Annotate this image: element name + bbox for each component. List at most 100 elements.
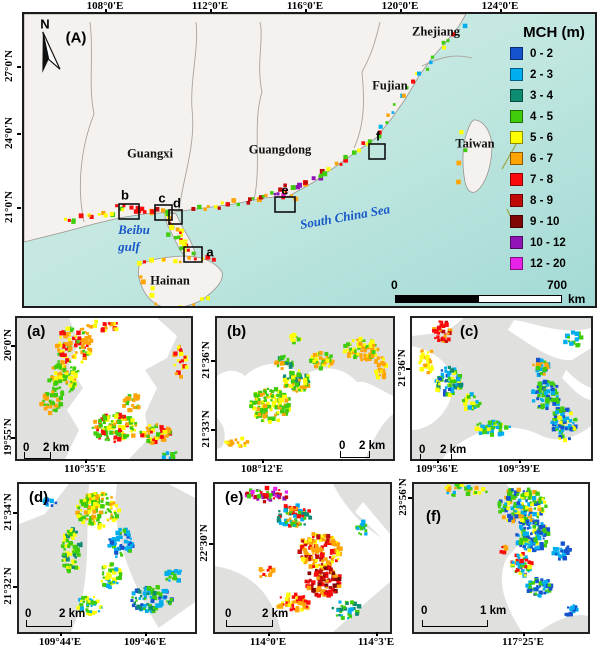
subpanel-e-scale-length: 2 km — [262, 608, 289, 620]
inset-letter-b: b — [121, 187, 129, 203]
axis-tick — [60, 632, 62, 636]
subpanel-e: (e) 0 2 km — [213, 482, 392, 634]
subpanel-c-lon-label: 109°36'E — [415, 463, 459, 475]
subpanel-d-scalebar — [26, 620, 72, 627]
axis-tick — [17, 66, 21, 68]
subpanel-b-scale-zero: 0 — [339, 440, 346, 452]
subpanel-d-scale-length: 2 km — [59, 608, 86, 620]
axis-tick — [268, 632, 270, 636]
main-top-tick-label: 116°0'E — [286, 0, 324, 12]
legend-swatch — [510, 131, 523, 144]
legend-label: 12 - 20 — [530, 257, 566, 270]
scalebar-start: 0 — [391, 278, 398, 292]
axis-tick — [145, 632, 147, 636]
taiwan-island — [462, 119, 493, 193]
axis-tick — [519, 459, 521, 463]
axis-tick — [209, 543, 213, 545]
region-label-guangxi: Guangxi — [127, 146, 173, 161]
subpanel-a-label: (a) — [27, 323, 46, 340]
axis-tick — [211, 360, 215, 362]
axis-tick — [11, 345, 15, 347]
subpanel-f-lon-label: 117°25'E — [502, 636, 544, 648]
region-label-guangdong: Guangdong — [248, 142, 312, 157]
axis-tick — [13, 586, 17, 588]
subpanel-c-scale-zero: 0 — [419, 444, 426, 456]
subpanel-a-canvas — [17, 318, 191, 459]
inset-letter-e: e — [281, 182, 289, 198]
subpanel-a-scale-zero: 0 — [23, 442, 30, 454]
subpanel-a-scalebar — [24, 452, 51, 459]
axis-tick — [105, 9, 107, 13]
subpanel-f-canvas — [414, 484, 588, 632]
inset-box-d — [168, 209, 183, 225]
legend-title: MCH (m) — [523, 24, 585, 41]
subpanel-a-lon-label: 110°35'E — [64, 463, 106, 475]
inset-letter-d: d — [173, 195, 181, 211]
subpanel-f-scalebar — [422, 620, 488, 627]
scalebar-unit: km — [568, 292, 586, 306]
axis-tick — [523, 632, 525, 636]
inset-box-a — [183, 246, 203, 263]
inset-box-c — [154, 204, 173, 221]
subpanel-c: (c) 0 2 km — [410, 316, 593, 461]
subpanel-b-scalebar — [340, 451, 370, 458]
main-left-tick-label: 21°0'N — [3, 191, 15, 223]
subpanel-f-label: (f) — [426, 508, 441, 525]
axis-tick — [408, 497, 412, 499]
subpanel-e-label: (e) — [225, 489, 244, 506]
legend-label: 8 - 9 — [530, 194, 554, 207]
main-map: N (A) Zhejiang Fujian Guangxi Guangdong … — [22, 12, 597, 308]
sea-label-gulf: gulf — [118, 239, 140, 254]
legend-swatch — [510, 236, 523, 249]
legend-entry: 5 - 6 — [508, 131, 600, 144]
inset-box-e — [274, 196, 296, 213]
legend-entry: 8 - 9 — [508, 194, 600, 207]
axis-tick — [85, 459, 87, 463]
subpanel-e-scale-zero: 0 — [225, 608, 232, 620]
subpanel-f-scale-zero: 0 — [421, 605, 428, 617]
axis-tick — [500, 9, 502, 13]
axis-tick — [400, 9, 402, 13]
legend-entry: 12 - 20 — [508, 257, 600, 270]
subpanel-d-canvas — [19, 484, 195, 632]
legend-swatch — [510, 215, 523, 228]
legend-label: 5 - 6 — [530, 131, 554, 144]
legend-swatch — [510, 194, 523, 207]
subpanel-e-lon-label: 114°0'E — [249, 636, 287, 648]
sea-label-beibu: Beibu — [118, 222, 150, 237]
coastal-mch-dots — [64, 23, 468, 306]
main-top-tick-label: 112°0'E — [191, 0, 229, 12]
north-arrow-icon — [42, 31, 61, 73]
region-label-hainan: Hainan — [150, 273, 190, 288]
subpanel-d-lon-label: 109°44'E — [38, 636, 82, 648]
subpanel-b-scale-length: 2 km — [359, 440, 386, 452]
region-label-zhejiang: Zhejiang — [412, 24, 460, 39]
legend-entries: 0 - 2 2 - 3 3 - 4 4 - 5 5 - 6 6 - 7 7 - 8 8 - 9… — [508, 47, 600, 270]
legend-label: 2 - 3 — [530, 68, 554, 81]
legend-label: 9 - 10 — [530, 215, 560, 228]
inset-box-f — [368, 143, 386, 160]
main-top-tick-label: 124°0'E — [481, 0, 519, 12]
axis-tick — [13, 512, 17, 514]
subpanel-d: (d) 0 2 km — [17, 482, 197, 634]
axis-tick — [376, 632, 378, 636]
subpanel-d-lon-label: 109°46'E — [123, 636, 167, 648]
subpanel-e-lon-label: 114°3'E — [357, 636, 395, 648]
subpanel-b-canvas — [217, 318, 393, 459]
axis-tick — [11, 437, 15, 439]
subpanel-c-scale-length: 2 km — [440, 444, 467, 456]
subpanel-c-scalebar — [420, 454, 452, 461]
legend-swatch — [510, 47, 523, 60]
axis-tick — [17, 207, 21, 209]
inset-letter-c: c — [158, 190, 166, 206]
scalebar-end: 700 — [547, 278, 568, 292]
main-top-tick-label: 108°0'E — [86, 0, 124, 12]
inset-letter-f: f — [375, 128, 381, 144]
axis-tick — [211, 429, 215, 431]
main-top-tick-label: 120°0'E — [381, 0, 419, 12]
legend-label: 7 - 8 — [530, 173, 554, 186]
hainan-island — [137, 255, 223, 306]
legend-label: 10 - 12 — [530, 236, 566, 249]
legend-entry: 2 - 3 — [508, 68, 600, 81]
